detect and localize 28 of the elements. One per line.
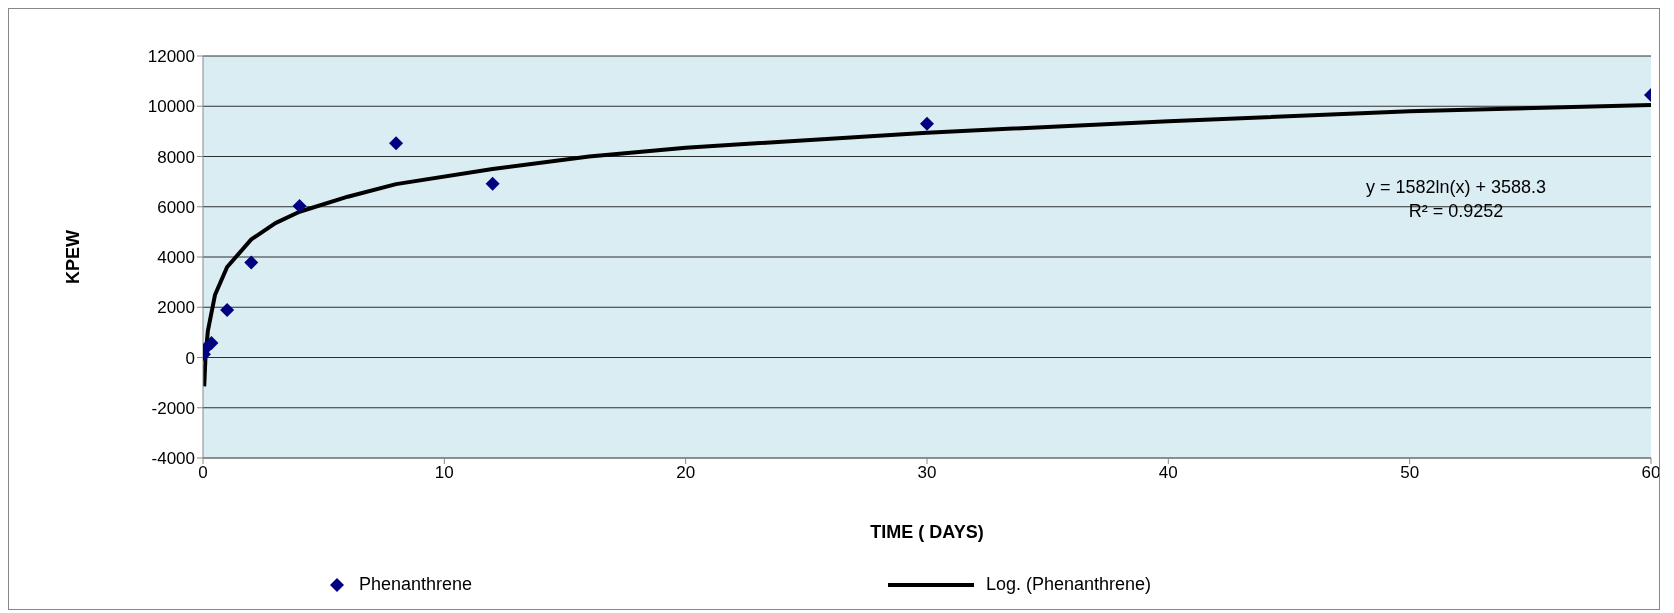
point <box>485 176 500 191</box>
y-tick-label: -4000 <box>151 449 195 469</box>
x-tick-label: 50 <box>1400 463 1420 483</box>
y-tick-label: 12000 <box>147 47 195 67</box>
legend-label: Phenanthrene <box>358 574 473 595</box>
x-tick-label: 30 <box>917 463 937 483</box>
y-tick-label: -2000 <box>151 398 195 418</box>
point <box>244 255 259 270</box>
y-tick-label: 0 <box>185 348 195 368</box>
y-tick-label: 8000 <box>157 147 195 167</box>
point <box>920 116 934 131</box>
annotation: y = 1582ln(x) + 3588.3 R² = 0.9252 <box>1365 177 1547 221</box>
y-tick-label: 10000 <box>147 97 195 117</box>
x-tick-label: 20 <box>676 463 696 483</box>
point <box>220 303 235 318</box>
point <box>389 136 404 151</box>
x-tick-label: 0 <box>198 463 208 483</box>
y-tick-label: 6000 <box>157 197 195 217</box>
point <box>204 335 219 350</box>
x-tick-label: 60 <box>1641 463 1661 483</box>
point <box>292 199 307 213</box>
y-axis-title: KPEW <box>63 229 84 284</box>
x-axis-title: TIME ( DAYS) <box>870 522 984 542</box>
x-tick-label: 40 <box>1158 463 1178 483</box>
y-tick-label: 4000 <box>157 248 195 268</box>
x-tick-label: 10 <box>434 463 454 483</box>
legend-label: Log. (Phenanthrene) <box>985 574 1152 595</box>
y-tick-label: 2000 <box>157 298 195 318</box>
